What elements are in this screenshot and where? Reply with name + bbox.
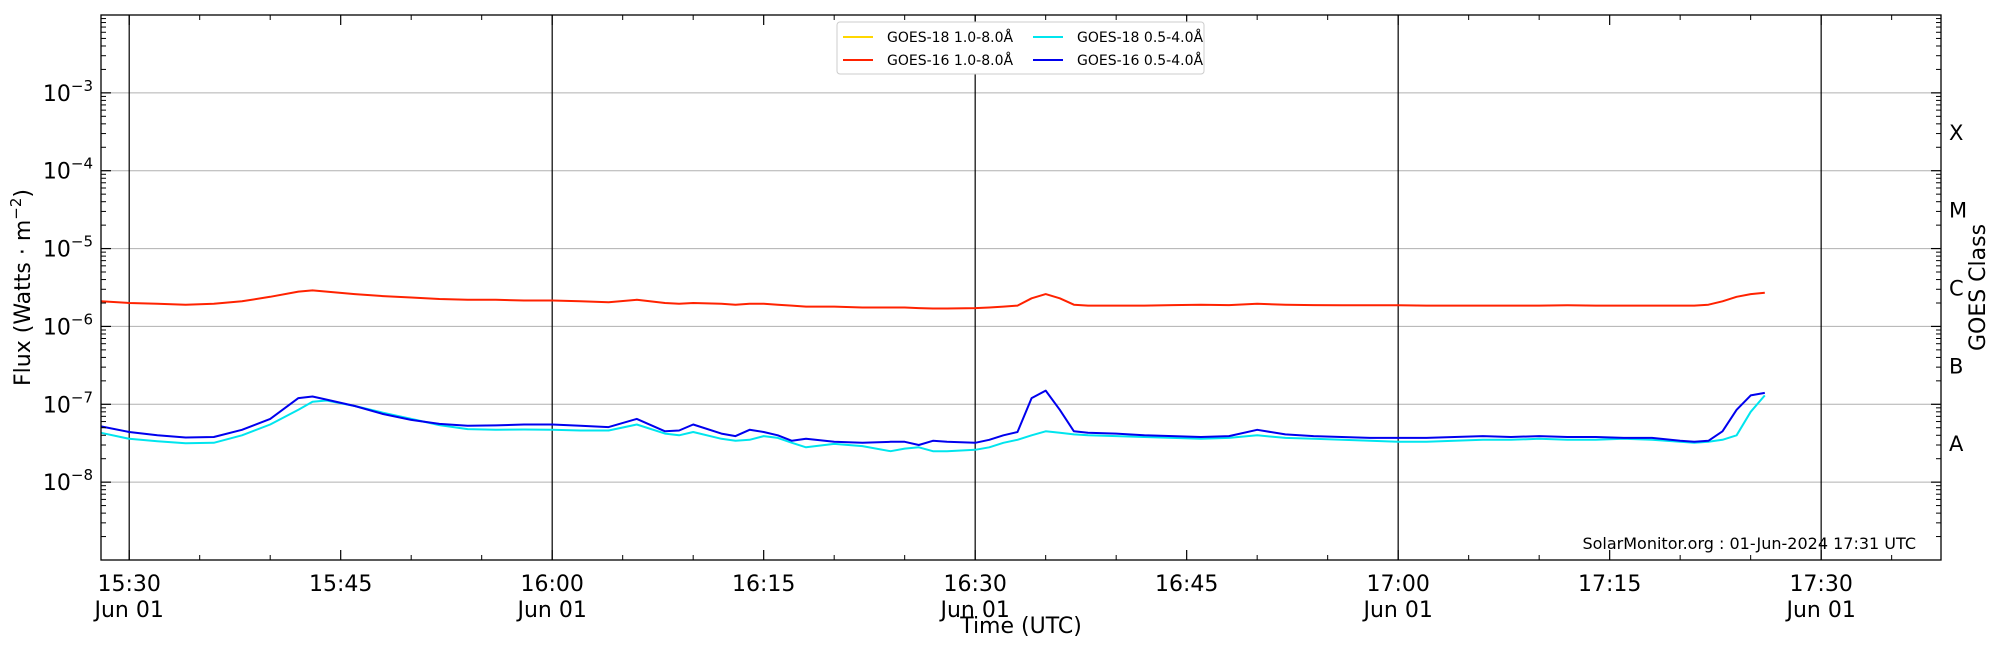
x-tick-label: 16:45 [1155, 572, 1218, 597]
y-tick-label-base: 10 [43, 471, 71, 496]
goes-class-label: B [1949, 354, 1963, 378]
goes-class-axis-label: GOES Class [1966, 224, 1991, 351]
series-line [100, 389, 1765, 446]
y-tick-label-exponent: −3 [71, 77, 93, 95]
legend-label: GOES-18 0.5-4.0Å [1077, 29, 1203, 46]
x-tick-date-label: Jun 01 [938, 598, 1009, 623]
y-tick-label: 10−7 [43, 388, 93, 418]
x-tick-label: 15:45 [309, 572, 372, 597]
x-tick-date-label: Jun 01 [93, 598, 164, 623]
y-tick-label-exponent: −6 [71, 310, 93, 328]
goes-class-label: X [1949, 121, 1963, 145]
y-tick-label-exponent: −5 [71, 233, 93, 251]
goes-class-label: M [1949, 199, 1967, 223]
y-axis-label-exponent: −2 [7, 198, 25, 220]
y-tick-label-base: 10 [43, 238, 71, 263]
x-tick-label: 17:15 [1578, 572, 1641, 597]
y-tick-label-exponent: −7 [71, 388, 93, 406]
x-tick-label: 16:30 [943, 572, 1006, 597]
goes-class-label: C [1949, 277, 1964, 301]
y-tick-label-base: 10 [43, 393, 71, 418]
y-tick-label: 10−3 [43, 77, 93, 107]
day-divider-lines [128, 15, 1822, 560]
legend-label: GOES-18 1.0-8.0Å [887, 29, 1013, 46]
y-tick-label-base: 10 [43, 315, 71, 340]
x-tick-label: 16:15 [732, 572, 795, 597]
series-line [100, 289, 1765, 310]
legend-box [836, 21, 1205, 75]
x-tick-label: 16:00 [520, 572, 583, 597]
y-tick-label-exponent: −4 [71, 155, 93, 173]
series-lines [100, 289, 1766, 453]
y-tick-label-exponent: −8 [71, 466, 93, 484]
goes-class-label: A [1949, 432, 1964, 456]
watermark-text: SolarMonitor.org : 01-Jun-2024 17:31 UTC [1582, 534, 1916, 553]
x-tick-label: 17:00 [1366, 572, 1429, 597]
y-axis-label-close: ) [11, 189, 36, 198]
legend-label: GOES-16 1.0-8.0Å [887, 52, 1013, 69]
y-tick-label: 10−4 [43, 155, 93, 185]
axis-ticks [101, 15, 1941, 560]
legend: GOES-18 1.0-8.0Å GOES-16 1.0-8.0Å GOES-18 … [836, 21, 1205, 75]
plot-frame [100, 14, 1942, 561]
y-axis-label-main: Flux (Watts · m [11, 220, 36, 386]
x-tick-date-label: Jun 01 [1361, 598, 1432, 623]
y-tick-label: 10−8 [43, 466, 93, 496]
y-tick-label: 10−6 [43, 310, 93, 340]
y-tick-labels: 10−810−710−610−510−410−3 [43, 77, 93, 496]
grid-lines [101, 92, 1941, 483]
x-tick-label: 17:30 [1789, 572, 1852, 597]
y-tick-label: 10−5 [43, 233, 93, 263]
x-tick-date-label: Jun 01 [1784, 598, 1855, 623]
x-tick-label: 15:30 [97, 572, 160, 597]
y-tick-label-base: 10 [43, 82, 71, 107]
x-axis-label: Time (UTC) [959, 614, 1082, 639]
goes-class-labels: A B C M X [1949, 121, 1967, 456]
x-tick-date-label: Jun 01 [516, 598, 587, 623]
legend-label: GOES-16 0.5-4.0Å [1077, 52, 1203, 69]
y-tick-label-base: 10 [43, 160, 71, 185]
y-axis-label: Flux (Watts · m−2) [7, 189, 36, 386]
